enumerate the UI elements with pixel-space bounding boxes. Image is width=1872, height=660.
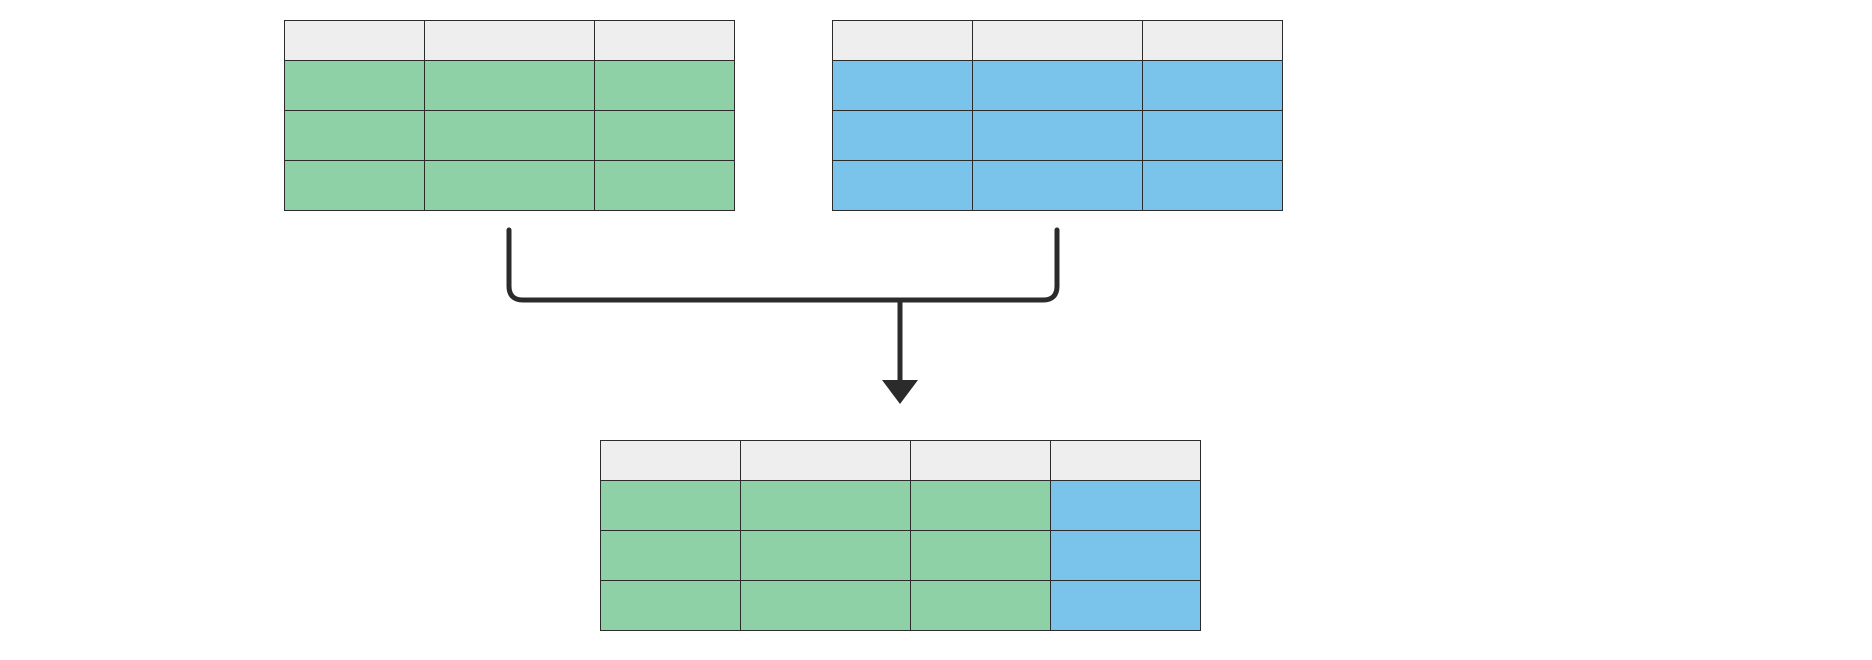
header-cell (425, 21, 595, 61)
source-table-left (284, 20, 735, 211)
body-cell (741, 481, 911, 531)
body-cell (741, 531, 911, 581)
header-cell (285, 21, 425, 61)
body-cell (425, 161, 595, 211)
body-cell (601, 581, 741, 631)
body-cell (973, 61, 1143, 111)
body-cell (1143, 111, 1283, 161)
body-cell (1143, 61, 1283, 111)
body-cell (833, 61, 973, 111)
body-cell (911, 581, 1051, 631)
body-cell (833, 161, 973, 211)
body-cell (973, 111, 1143, 161)
header-cell (1051, 441, 1201, 481)
header-cell (1143, 21, 1283, 61)
body-cell (741, 581, 911, 631)
body-cell (285, 111, 425, 161)
result-table (600, 440, 1201, 631)
body-cell (285, 61, 425, 111)
diagram-canvas (0, 0, 1872, 660)
body-cell (595, 161, 735, 211)
header-cell (595, 21, 735, 61)
arrowhead-icon (882, 380, 918, 404)
header-cell (911, 441, 1051, 481)
body-cell (1051, 531, 1201, 581)
body-cell (1051, 481, 1201, 531)
body-cell (595, 111, 735, 161)
header-cell (601, 441, 741, 481)
header-cell (833, 21, 973, 61)
body-cell (285, 161, 425, 211)
header-cell (973, 21, 1143, 61)
body-cell (911, 481, 1051, 531)
body-cell (425, 111, 595, 161)
connector-line (509, 230, 1057, 380)
body-cell (1143, 161, 1283, 211)
body-cell (425, 61, 595, 111)
body-cell (601, 531, 741, 581)
source-table-right (832, 20, 1283, 211)
body-cell (595, 61, 735, 111)
body-cell (1051, 581, 1201, 631)
body-cell (911, 531, 1051, 581)
body-cell (601, 481, 741, 531)
body-cell (973, 161, 1143, 211)
body-cell (833, 111, 973, 161)
header-cell (741, 441, 911, 481)
